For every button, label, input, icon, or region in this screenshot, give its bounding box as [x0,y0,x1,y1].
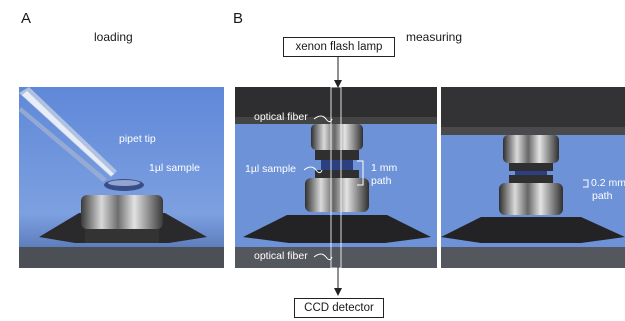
measuring-photo-1mm [235,87,437,268]
optical-fiber-top-label: optical fiber [254,111,308,123]
path-02mm-bracket [583,179,589,188]
pipet-tip-label: pipet tip [119,133,156,145]
detector-arrow [334,267,342,296]
path-02mm-value: 0.2 mm [591,177,625,189]
loading-photo-illustration [19,87,224,268]
optical-fiber-top-pointer [313,115,333,123]
loading-photo [19,87,224,268]
measuring-photo-02mm-illustration [441,87,625,268]
path-1mm-word: path [371,175,392,187]
measuring-photo-02mm [441,87,625,268]
panel-a-letter: A [21,10,32,27]
panel-b-letter: B [233,10,244,27]
path-1mm-value: 1 mm [371,162,398,174]
optical-fiber-bottom-label: optical fiber [254,250,308,262]
panel-a-caption: loading [94,30,133,44]
sample-label-a: 1µl sample [149,162,200,174]
sample-label-b: 1µl sample [245,163,296,175]
path-02mm-word: path [592,190,613,202]
sample-pointer-b [303,166,323,174]
measuring-photo-1mm-illustration [235,87,437,268]
panel-b-caption: measuring [406,30,463,44]
optical-fiber-bottom-pointer [313,253,333,261]
path-1mm-bracket [357,160,364,186]
ccd-detector-box: CCD detector [294,298,384,318]
lamp-arrow [334,56,342,88]
xenon-flash-lamp-box: xenon flash lamp [283,37,395,57]
